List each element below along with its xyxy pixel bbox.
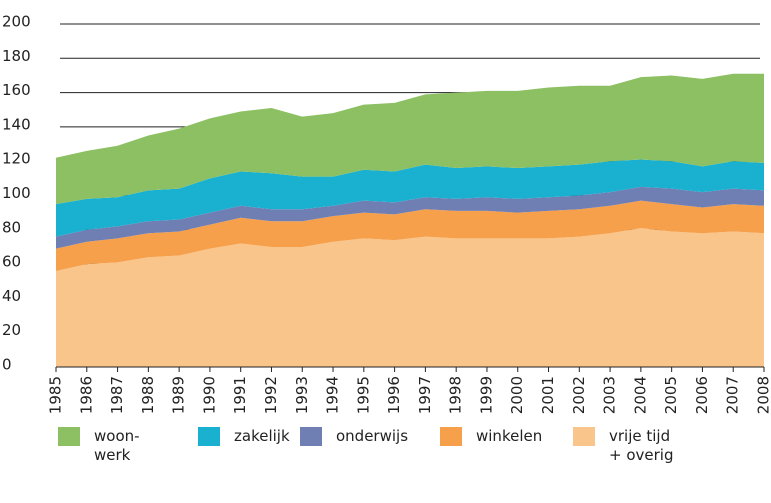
legend-swatch xyxy=(440,427,462,446)
x-tick-label: 2001 xyxy=(539,376,557,414)
legend-item: vrije tijd + overig xyxy=(573,427,673,465)
x-tick-label: 2007 xyxy=(724,376,742,414)
legend-item: zakelijk xyxy=(198,427,290,446)
x-tick-label: 1994 xyxy=(324,376,342,414)
y-tick-label: 140 xyxy=(2,115,31,133)
legend-item: winkelen xyxy=(440,427,542,446)
area xyxy=(56,228,764,367)
x-tick-label: 1992 xyxy=(262,376,280,414)
legend-label: winkelen xyxy=(476,427,543,445)
y-tick-label: 120 xyxy=(2,150,31,168)
x-tick-label: 1995 xyxy=(354,376,372,414)
x-tick-label: 1986 xyxy=(77,376,95,414)
legend-label: onderwijs xyxy=(336,427,409,445)
x-tick-label: 1988 xyxy=(139,376,157,414)
x-tick-label: 1997 xyxy=(416,376,434,414)
legend-swatch xyxy=(300,427,322,446)
y-tick-label: 80 xyxy=(2,218,21,236)
x-tick-label: 1996 xyxy=(385,376,403,414)
x-tick-label: 1985 xyxy=(47,376,65,414)
legend-swatch xyxy=(573,427,595,446)
x-tick-label: 1999 xyxy=(477,376,495,414)
x-tick-label: 1987 xyxy=(108,376,126,414)
x-tick-label: 2002 xyxy=(570,376,588,414)
y-tick-label: 60 xyxy=(2,253,21,271)
x-tick-label: 1989 xyxy=(170,376,188,414)
area xyxy=(56,200,764,271)
legend-label: vrije tijd + overig xyxy=(609,427,674,464)
x-tick-label: 2003 xyxy=(601,376,619,414)
x-tick-label: 1991 xyxy=(231,376,249,414)
chart: 0 20 40 60 80 100 120 140 160 180 200 1985 1986 1987 1… xyxy=(2,13,771,415)
y-tick-label: 20 xyxy=(2,321,21,339)
x-tick-label: 2000 xyxy=(508,376,526,414)
y-tick-label: 0 xyxy=(2,356,12,374)
area xyxy=(56,73,764,205)
legend: woon- werk zakelijk onderwijs winkelen vrije… xyxy=(0,427,771,497)
x-tick-label: 1998 xyxy=(447,376,465,414)
x-tick-label: 2006 xyxy=(693,376,711,414)
y-tick-label: 160 xyxy=(2,81,31,99)
y-tick-label: 180 xyxy=(2,47,31,65)
legend-label: zakelijk xyxy=(234,427,290,445)
area xyxy=(56,159,764,237)
legend-swatch xyxy=(198,427,220,446)
x-tick-label: 1993 xyxy=(293,376,311,414)
legend-swatch xyxy=(58,427,80,446)
y-tick-label: 200 xyxy=(2,13,31,31)
x-tick-label: 2004 xyxy=(631,376,649,414)
x-tick-label: 2008 xyxy=(755,376,771,414)
legend-item: woon- werk xyxy=(58,427,140,465)
legend-label: woon- werk xyxy=(94,427,140,464)
x-tick-label: 2005 xyxy=(662,376,680,414)
y-tick-label: 100 xyxy=(2,184,31,202)
area xyxy=(56,186,764,249)
y-tick-label: 40 xyxy=(2,287,21,305)
x-tick-label: 1990 xyxy=(200,376,218,414)
legend-item: onderwijs xyxy=(300,427,408,446)
